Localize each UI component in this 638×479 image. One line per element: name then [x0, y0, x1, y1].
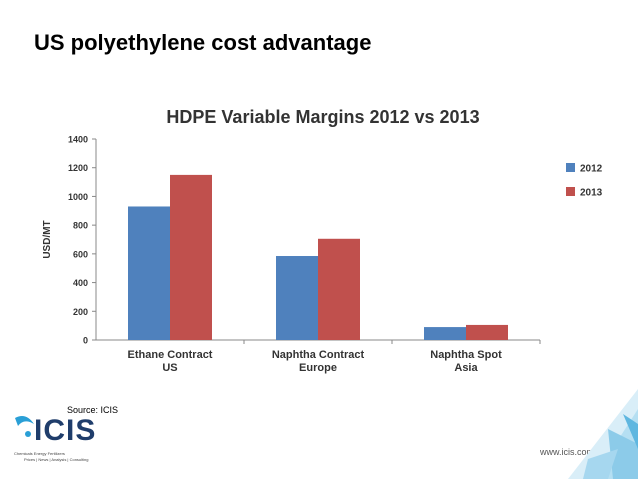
logo-swoosh-icon	[15, 416, 34, 437]
bar-2012-2	[424, 327, 466, 340]
bar-2013-2	[466, 324, 508, 340]
bar-2013-0	[170, 174, 212, 340]
legend-swatch-2013	[566, 187, 575, 196]
y-tick-label: 400	[73, 278, 88, 288]
x-tick-label: Naphtha Spot	[430, 349, 502, 361]
x-tick-label: US	[162, 362, 177, 374]
chart: HDPE Variable Margins 2012 vs 2013 USD/M…	[42, 107, 603, 374]
y-tick-label: 1400	[68, 135, 88, 145]
icis-logo: ICIS Chemicals Energy Fertilizers Prices…	[12, 412, 122, 472]
bars	[128, 174, 508, 340]
legend-label-2012: 2012	[580, 164, 603, 175]
bar-2013-1	[318, 238, 360, 340]
y-tick-label: 1200	[68, 163, 88, 173]
website-url: www.icis.com	[539, 447, 594, 457]
legend-swatch-2012	[566, 163, 575, 172]
x-tick-label: Naphtha Contract	[272, 349, 365, 361]
y-tick-label: 600	[73, 249, 88, 259]
chart-title: HDPE Variable Margins 2012 vs 2013	[166, 107, 479, 127]
y-tick-label: 200	[73, 307, 88, 317]
y-tick-label: 800	[73, 221, 88, 231]
logo-tagline: Chemicals Energy Fertilizers	[14, 451, 65, 456]
y-axis-label: USD/MT	[42, 220, 53, 258]
y-tick-label: 0	[83, 336, 88, 346]
legend-label-2013: 2013	[580, 188, 603, 199]
bar-2012-0	[128, 206, 170, 340]
logo-tagline-2: Prices | News | Analysis | Consulting	[24, 457, 89, 462]
bar-2012-1	[276, 256, 318, 340]
legend: 2012 2013	[566, 163, 603, 199]
slide-title: US polyethylene cost advantage	[34, 30, 372, 55]
x-tick-label: Ethane Contract	[128, 349, 213, 361]
source-note: Source: ICIS	[67, 405, 119, 415]
corner-decoration	[568, 389, 638, 479]
logo-text: ICIS	[34, 414, 97, 447]
x-tick-label: Asia	[454, 362, 478, 374]
x-tick-label: Europe	[299, 362, 337, 374]
y-tick-label: 1000	[68, 192, 88, 202]
